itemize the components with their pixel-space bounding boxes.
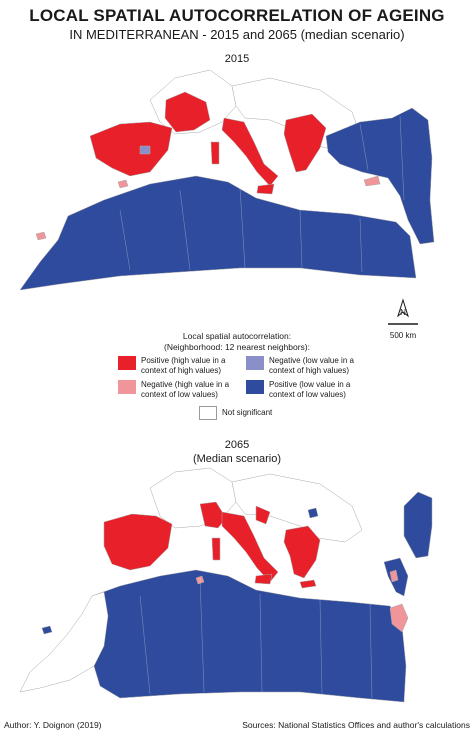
madrid-region: [139, 145, 151, 155]
map-title: LOCAL SPATIAL AUTOCORRELATION OF AGEING …: [0, 6, 474, 42]
legend-item-pos-high: Positive (high value in a context of high…: [118, 356, 226, 376]
turkey-east-region: [403, 491, 433, 559]
legend-label: context of low values): [141, 390, 218, 399]
legend-label: Negative (low value in a: [269, 356, 354, 365]
southern-france-region: [164, 91, 211, 133]
map-2065-label: 2065: [224, 439, 250, 451]
malta-region: [195, 575, 205, 585]
legend-swatch: [118, 356, 136, 370]
greece-region: [283, 525, 321, 579]
small-balkan-region: [307, 507, 319, 519]
author-credit: Author: Y. Doignon (2019): [4, 720, 102, 730]
italy-region: [221, 511, 279, 583]
iberia-region: [89, 121, 173, 177]
sources-credit: Sources: National Statistics Offices and…: [242, 720, 470, 730]
map-2065-sublabel: (Median scenario): [192, 453, 282, 465]
italy-region: [221, 117, 279, 187]
map-2015: [19, 69, 435, 291]
north-africa-region: [87, 569, 407, 703]
legend-label: Not significant: [222, 408, 273, 417]
title-line-2: IN MEDITERRANEAN - 2015 and 2065 (median…: [69, 27, 405, 42]
legend-swatch: [246, 380, 264, 394]
coastal-spot-region: [389, 569, 399, 583]
legend-label: Positive (low value in a: [269, 380, 351, 389]
turkey-levant-region: [325, 107, 435, 245]
malta-region: [117, 179, 129, 189]
sardinia-region: [210, 141, 220, 165]
map-2065-heading: 2065 (Median scenario): [0, 438, 474, 466]
crete-region: [299, 579, 317, 589]
legend-label: Positive (high value in a: [141, 356, 226, 365]
cyprus-region: [363, 175, 381, 187]
legend-item-neg-low: Negative (low value in a context of high …: [246, 356, 354, 376]
morocco-region: [19, 591, 109, 693]
legend-title-line-2: (Neighborhood: 12 nearest neighbors):: [163, 342, 310, 352]
sicily-region: [256, 183, 275, 195]
north-arrow: N 500 km: [386, 298, 420, 340]
map-2015-label: 2015: [224, 53, 250, 65]
croatia-region: [255, 505, 271, 525]
legend-item-pos-low: Positive (low value in a context of low v…: [246, 380, 350, 400]
legend-label: Negative (high value in a: [141, 380, 230, 389]
sicily-region: [254, 573, 273, 585]
alps-balkans-region: [231, 473, 363, 543]
legend-swatch: [199, 406, 217, 420]
legend-title-line-1: Local spatial autocorrelation:: [182, 331, 292, 341]
legend-swatch: [246, 356, 264, 370]
legend-label: context of low values): [269, 390, 346, 399]
legend-item-neg-high: Negative (high value in a context of low …: [118, 380, 229, 400]
sardinia-region: [211, 537, 221, 561]
legend-label: context of high values): [269, 366, 350, 375]
legend-item-not-sig: Not significant: [199, 406, 272, 420]
greece-region: [283, 113, 327, 173]
iberia-region: [103, 513, 173, 571]
legend-swatch: [118, 380, 136, 394]
scale-bar-label: 500 km: [389, 331, 417, 340]
canary-islands: [35, 231, 47, 241]
title-line-1: LOCAL SPATIAL AUTOCORRELATION OF AGEING: [29, 6, 445, 25]
north-africa-region: [19, 175, 417, 291]
egypt-delta-region: [389, 603, 409, 633]
legend-title: Local spatial autocorrelation: (Neighbor…: [0, 331, 474, 353]
canary-islands: [41, 625, 53, 635]
legend-label: context of high values): [141, 366, 222, 375]
map-2065: [19, 467, 433, 703]
north-label: N: [400, 308, 406, 317]
